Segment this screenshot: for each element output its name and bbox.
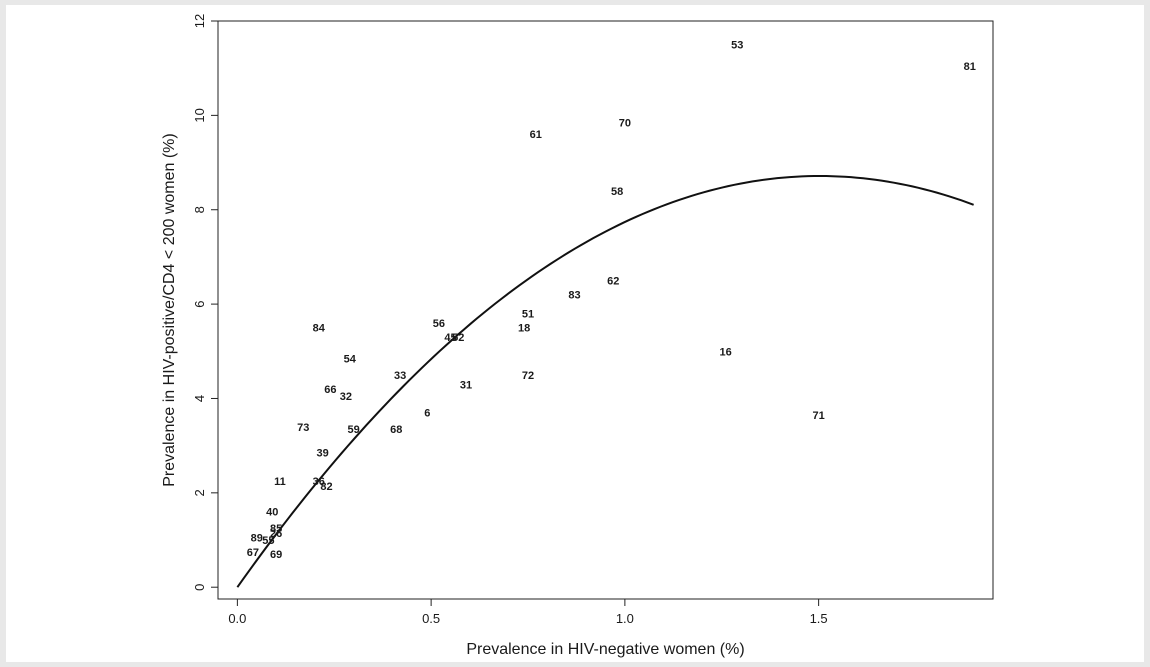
data-point-label: 52 [452, 332, 464, 344]
data-point-label: 71 [813, 410, 825, 422]
data-point-label: 73 [297, 422, 309, 434]
data-point-label: 83 [568, 290, 580, 302]
data-point-label: 33 [394, 370, 406, 382]
data-point-label: 69 [270, 549, 282, 561]
data-point-label: 68 [390, 424, 402, 436]
data-point-label: 62 [607, 276, 619, 288]
data-point-label: 40 [266, 507, 278, 519]
x-tick-label: 0.0 [228, 611, 246, 626]
x-tick-label: 0.5 [422, 611, 440, 626]
data-point-label: 18 [518, 323, 530, 335]
data-point-label: 82 [320, 481, 332, 493]
data-point-label: 11 [274, 476, 286, 488]
data-point-label: 6 [424, 408, 430, 420]
fitted-curve [236, 174, 974, 588]
data-point-label: 32 [340, 391, 352, 403]
y-tick-label: 2 [192, 489, 207, 496]
y-axis-title: Prevalence in HIV-positive/CD4 < 200 wom… [161, 133, 178, 487]
y-tick-label: 10 [192, 108, 207, 122]
figure: 0.0 0.5 1.0 1.5 0 2 4 6 8 10 12 53 81 70 61 58 62 83 51 1… [6, 5, 1144, 662]
data-point-label: 58 [611, 186, 623, 198]
data-point-label: 72 [522, 370, 534, 382]
data-point-label: 53 [731, 40, 743, 52]
y-tick-label: 6 [192, 300, 207, 307]
data-point-label: 31 [460, 379, 472, 391]
y-tick-label: 4 [192, 395, 207, 402]
plot-frame [217, 20, 994, 600]
data-point-label: 39 [317, 448, 329, 460]
data-point-label: 84 [313, 323, 326, 335]
data-point-label: 56 [433, 318, 445, 330]
data-point-label: 66 [324, 384, 336, 396]
data-point-label: 89 [251, 533, 263, 545]
y-tick-label: 0 [192, 584, 207, 591]
y-tick-label: 8 [192, 206, 207, 213]
data-point-label: 26 [270, 528, 282, 540]
data-point-label: 59 [348, 424, 360, 436]
data-point-label: 70 [619, 117, 631, 129]
data-point-label: 81 [964, 61, 976, 73]
x-axis-title: Prevalence in HIV-negative women (%) [466, 641, 744, 658]
data-point-label: 85 [270, 523, 282, 535]
data-point-label: 54 [344, 353, 357, 365]
data-point-label: 45 [444, 332, 456, 344]
data-point-label: 16 [720, 346, 732, 358]
data-point-label: 51 [522, 309, 534, 321]
y-tick-label: 12 [192, 14, 207, 28]
data-point-label: 55 [262, 535, 274, 547]
data-point-label: 36 [313, 476, 325, 488]
x-tick-label: 1.5 [810, 611, 828, 626]
data-point-label: 61 [530, 129, 542, 141]
data-point-label: 67 [247, 547, 259, 559]
x-tick-label: 1.0 [616, 611, 634, 626]
